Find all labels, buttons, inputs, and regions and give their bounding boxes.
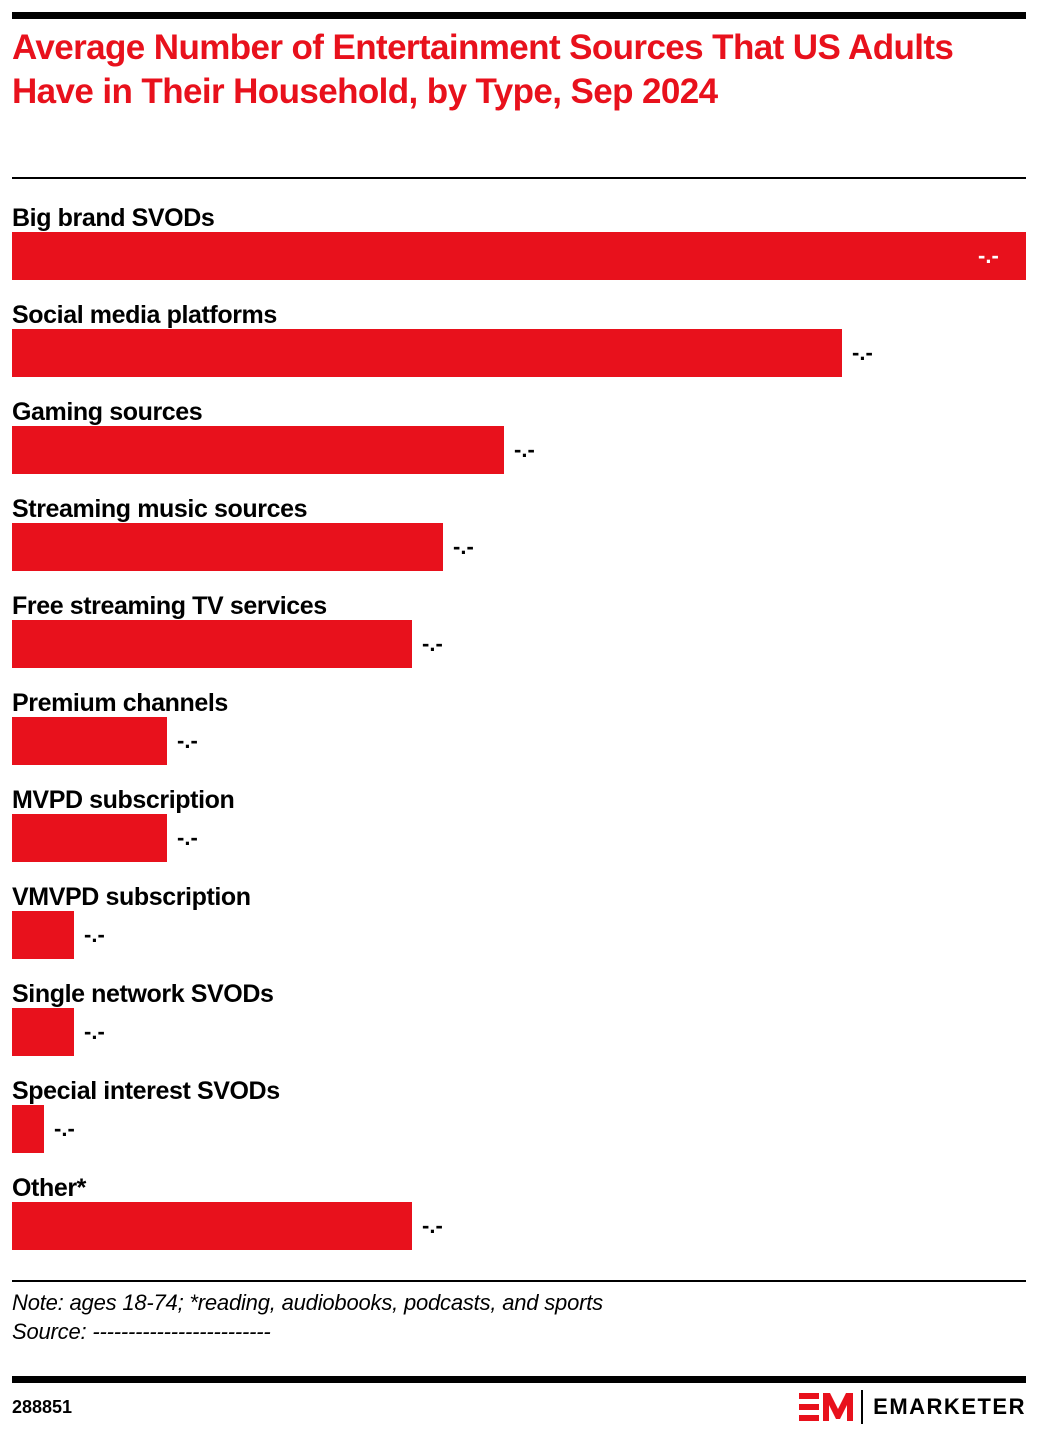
chart-id: 288851 [12, 1397, 73, 1417]
bar-value-label: -.- [453, 534, 474, 559]
bar-row: Single network SVODs -.- [12, 979, 1026, 1076]
source-text: Source: ------------------------- [12, 1319, 271, 1344]
bar-row: Big brand SVODs -.- [12, 203, 1026, 300]
bar-label: MVPD subscription [12, 786, 235, 814]
bar-row: Other* -.- [12, 1173, 1026, 1270]
bar [12, 717, 167, 765]
bar-value-label: -.- [422, 1213, 443, 1238]
chart-notes: Note: ages 18-74; *reading, audiobooks, … [12, 1288, 603, 1346]
bar-row: Premium channels -.- [12, 688, 1026, 785]
brand-name: EMARKETER [873, 1394, 1026, 1419]
bar-label: Special interest SVODs [12, 1077, 280, 1105]
bar [12, 1202, 412, 1250]
bar-row: VMVPD subscription -.- [12, 882, 1026, 979]
em-logo-icon [799, 1393, 854, 1421]
bar-value-label: -.- [514, 437, 535, 462]
title-divider [12, 177, 1026, 179]
bar-label: Big brand SVODs [12, 204, 215, 232]
bar-label: Other* [12, 1174, 87, 1202]
bar [12, 620, 412, 668]
bar-row: MVPD subscription -.- [12, 785, 1026, 882]
footer-divider [12, 1280, 1026, 1282]
bar [12, 1008, 74, 1056]
bar [12, 329, 842, 377]
bar-value-label: -.- [54, 1116, 75, 1141]
bottom-rule [12, 1376, 1026, 1383]
bar-label: Streaming music sources [12, 495, 308, 523]
bar-value-label: -.- [84, 1019, 105, 1044]
bar [12, 232, 1026, 280]
bar [12, 426, 504, 474]
bar [12, 814, 167, 862]
bar-value-label: -.- [177, 728, 198, 753]
bar-label: Social media platforms [12, 301, 277, 329]
bar-label: Gaming sources [12, 398, 203, 426]
bar-row: Streaming music sources -.- [12, 494, 1026, 591]
bar [12, 911, 74, 959]
bar-value-label: -.- [978, 243, 999, 268]
bar [12, 1105, 44, 1153]
bar-value-label: -.- [177, 825, 198, 850]
bar-label: Single network SVODs [12, 980, 274, 1008]
bar-row: Social media platforms -.- [12, 300, 1026, 397]
bar-value-label: -.- [84, 922, 105, 947]
bar-row: Gaming sources -.- [12, 397, 1026, 494]
bar-value-label: -.- [422, 631, 443, 656]
bar-value-label: -.- [852, 340, 873, 365]
chart-title: Average Number of Entertainment Sources … [12, 28, 954, 111]
bar-label: VMVPD subscription [12, 883, 251, 911]
bar-label: Premium channels [12, 689, 228, 717]
logo-separator [861, 1390, 864, 1424]
emarketer-logo: EMARKETER [799, 1390, 1026, 1424]
bar-label: Free streaming TV services [12, 592, 327, 620]
bar [12, 523, 443, 571]
note-text: Note: ages 18-74; *reading, audiobooks, … [12, 1290, 603, 1315]
bar-row: Special interest SVODs -.- [12, 1076, 1026, 1173]
bar-row: Free streaming TV services -.- [12, 591, 1026, 688]
top-rule [12, 12, 1026, 19]
